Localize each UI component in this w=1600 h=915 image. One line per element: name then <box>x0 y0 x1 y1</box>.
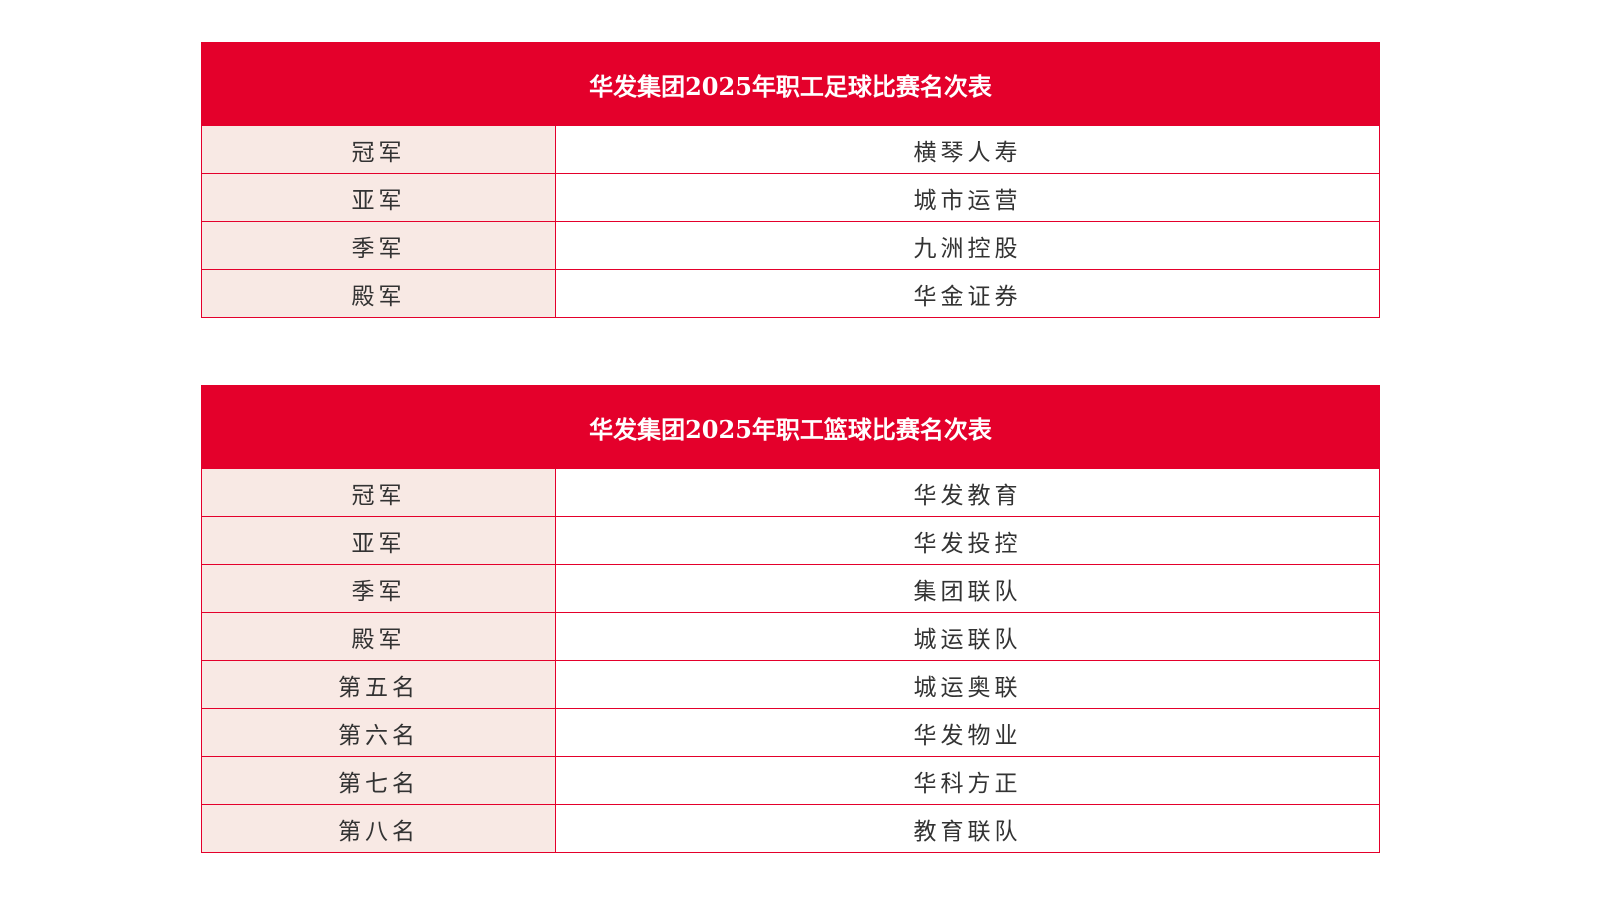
rank-cell: 第五名 <box>201 660 556 709</box>
table-row: 殿军 城运联队 <box>201 612 1380 661</box>
table-row: 第五名 城运奥联 <box>201 660 1380 709</box>
table-row: 第七名 华科方正 <box>201 756 1380 805</box>
team-cell: 华科方正 <box>555 756 1380 805</box>
team-cell: 横琴人寿 <box>555 125 1380 174</box>
rank-cell: 亚军 <box>201 173 556 222</box>
rank-cell: 季军 <box>201 221 556 270</box>
rank-cell: 殿军 <box>201 612 556 661</box>
rank-cell: 冠军 <box>201 468 556 517</box>
rank-cell: 季军 <box>201 564 556 613</box>
football-rows: 冠军 横琴人寿 亚军 城市运营 季军 九洲控股 殿军 华金证券 <box>201 125 1380 318</box>
basketball-table-title: 华发集团2025年职工篮球比赛名次表 <box>201 385 1380 469</box>
football-table-title: 华发集团2025年职工足球比赛名次表 <box>201 42 1380 126</box>
team-cell: 华发物业 <box>555 708 1380 757</box>
team-cell: 城运联队 <box>555 612 1380 661</box>
table-row: 季军 集团联队 <box>201 564 1380 613</box>
rank-cell: 亚军 <box>201 516 556 565</box>
rank-cell: 殿军 <box>201 269 556 318</box>
table-row: 殿军 华金证券 <box>201 269 1380 318</box>
table-row: 冠军 华发教育 <box>201 468 1380 517</box>
rank-cell: 第八名 <box>201 804 556 853</box>
table-row: 亚军 华发投控 <box>201 516 1380 565</box>
team-cell: 城市运营 <box>555 173 1380 222</box>
team-cell: 华发教育 <box>555 468 1380 517</box>
team-cell: 集团联队 <box>555 564 1380 613</box>
rank-cell: 第六名 <box>201 708 556 757</box>
basketball-ranking-table: 华发集团2025年职工篮球比赛名次表 冠军 华发教育 亚军 华发投控 季军 集团联队 殿军城… <box>201 385 1380 853</box>
team-cell: 华金证券 <box>555 269 1380 318</box>
team-cell: 城运奥联 <box>555 660 1380 709</box>
rank-cell: 冠军 <box>201 125 556 174</box>
table-row: 亚军 城市运营 <box>201 173 1380 222</box>
table-row: 冠军 横琴人寿 <box>201 125 1380 174</box>
table-row: 第六名 华发物业 <box>201 708 1380 757</box>
football-ranking-table: 华发集团2025年职工足球比赛名次表 冠军 横琴人寿 亚军 城市运营 季军 九洲控股 殿军华… <box>201 42 1380 318</box>
rank-cell: 第七名 <box>201 756 556 805</box>
basketball-rows: 冠军 华发教育 亚军 华发投控 季军 集团联队 殿军 城运联队 第五名 城运奥联 第六名 华发物业 第七… <box>201 468 1380 853</box>
team-cell: 华发投控 <box>555 516 1380 565</box>
team-cell: 教育联队 <box>555 804 1380 853</box>
table-row: 第八名 教育联队 <box>201 804 1380 853</box>
table-row: 季军 九洲控股 <box>201 221 1380 270</box>
team-cell: 九洲控股 <box>555 221 1380 270</box>
